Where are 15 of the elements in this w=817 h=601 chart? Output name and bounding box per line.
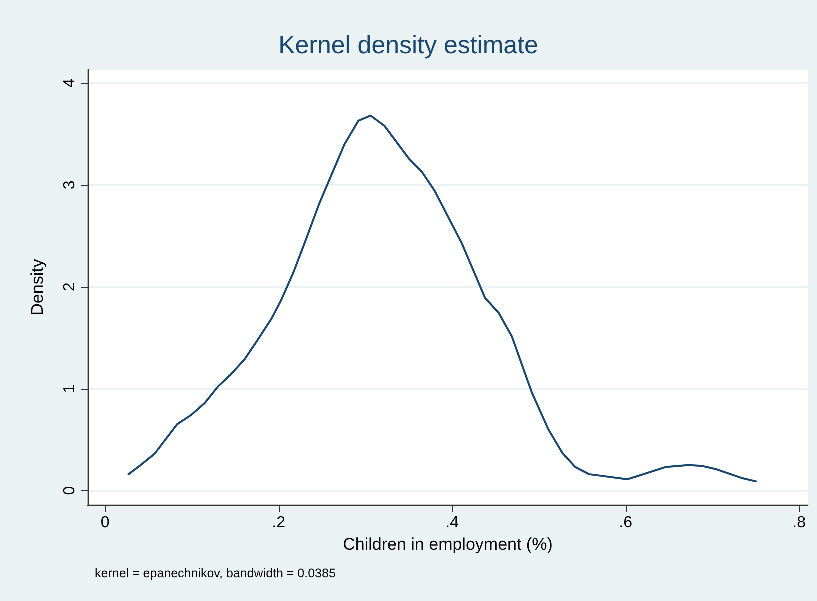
y-tick-label: 1 [62,384,78,394]
text: kernel = epanechnikov, bandwidth = 0.0385 [95,566,336,580]
line-series [128,114,757,483]
x-tick-label: .8 [792,514,806,532]
x-tick-label: .2 [272,514,286,532]
x-axis-title: Children in employment (%) [343,534,553,554]
x-tick-label: .6 [619,514,633,532]
y-axis-title: Density [28,258,47,316]
y-tick-label: 2 [62,282,78,292]
chart-title: Kernel density estimate [278,32,538,60]
y-tick-label: 3 [62,180,78,190]
x-tick-label: .4 [446,514,460,532]
y-tick-label: 4 [62,78,78,88]
y-tick-label: 0 [62,486,78,496]
x-tick-label: 0 [100,514,110,532]
